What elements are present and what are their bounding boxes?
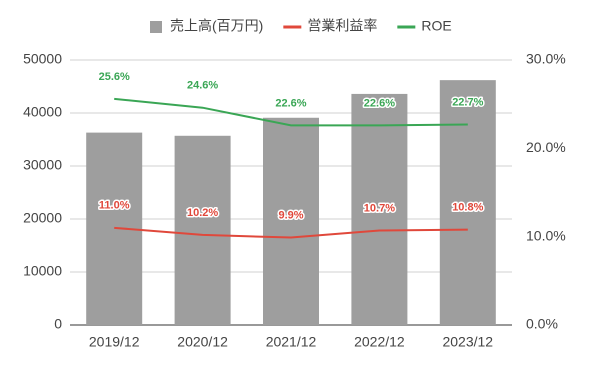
y-tick-label: 40000 [23,104,62,120]
bar [351,93,408,325]
y2-tick-label: 20.0% [526,139,566,155]
y-tick-label: 30000 [23,157,62,173]
x-tick-label: 2021/12 [266,334,317,350]
x-tick-label: 2019/12 [89,334,140,350]
data-label: 25.6% [99,71,130,83]
y2-tick-label: 10.0% [526,227,566,243]
data-label: 24.6% [187,80,218,92]
legend-label: ROE [421,18,451,34]
data-label: 10.7% [364,202,395,214]
y-tick-label: 50000 [23,51,62,67]
legend-label: 売上高(百万円) [170,18,263,34]
bar [439,80,496,325]
data-label: 10.8% [452,202,483,214]
x-tick-label: 2020/12 [177,334,228,350]
line [114,226,468,239]
x-tick-label: 2023/12 [442,334,493,350]
data-label: 9.9% [278,209,303,221]
y2-tick-label: 0.0% [526,316,558,332]
x-tick-label: 2022/12 [354,334,405,350]
y-tick-label: 0 [54,316,62,332]
data-label: 10.2% [187,207,218,219]
y-tick-label: 20000 [23,210,62,226]
legend-swatch [150,21,162,33]
data-label: 11.0% [99,200,130,212]
data-label: 22.6% [275,97,306,109]
data-label: 22.6% [364,97,395,109]
legend-label: 営業利益率 [307,18,377,34]
y2-tick-label: 30.0% [526,51,566,67]
y-tick-label: 10000 [23,263,62,279]
line [114,97,468,127]
bar [263,117,319,326]
bar [174,135,231,325]
data-label: 22.7% [452,96,483,108]
